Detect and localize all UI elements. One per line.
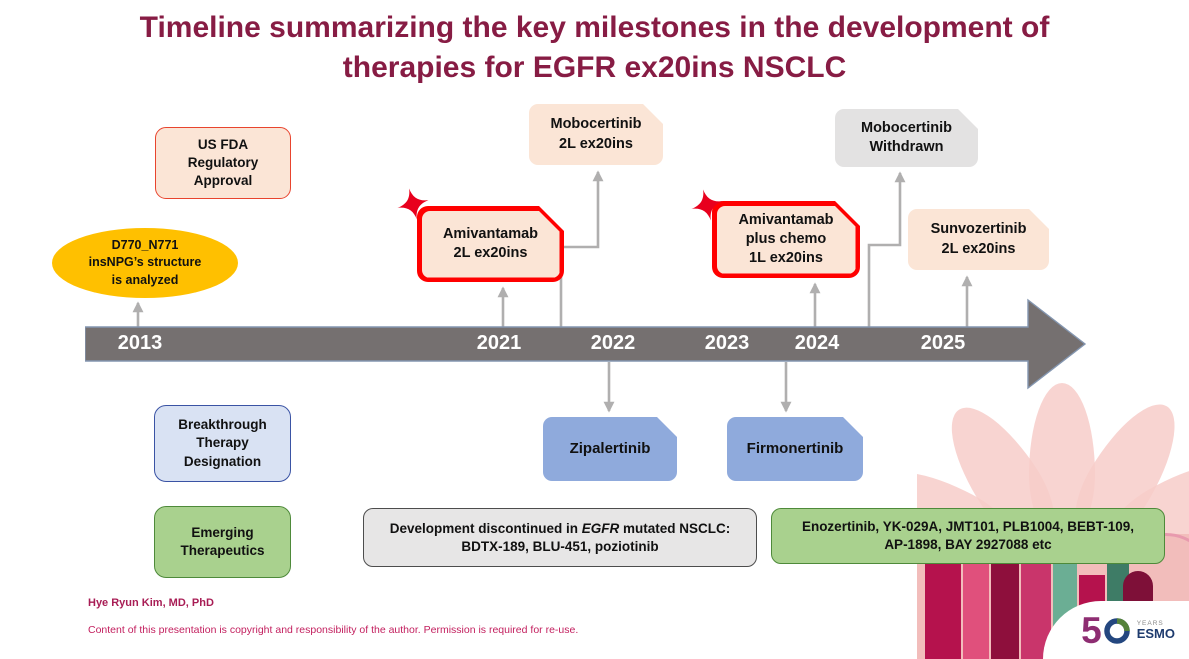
legend-emerging-therapeutics: Emerging Therapeutics [154,506,291,578]
note-discontinued-prefix: Development discontinued in [389,520,582,536]
legend-breakthrough-therapy: Breakthrough Therapy Designation [154,405,291,482]
note-discontinued-gene: EGFR [581,520,620,536]
timeline-arrow [85,298,1087,390]
author-credit: Hye Ryun Kim, MD, PhD [88,597,214,609]
title-line-1: Timeline summarizing the key milestones … [139,11,1050,44]
event-mobocertinib-withdrawn: Mobocertinib Withdrawn [835,109,978,167]
note-discontinued-line2: BDTX-189, BLU-451, poziotinib [461,538,659,554]
event-sunvozertinib: Sunvozertinib 2L ex20ins [908,209,1049,270]
skyline-building [963,555,989,659]
slide-title: Timeline summarizing the key milestones … [0,8,1189,88]
timeline-year-2025: 2025 [920,332,966,354]
event-firmonertinib: Firmonertinib [727,417,863,481]
logo-card: 5 YEARS ESMO [1043,601,1189,659]
timeline-year-2024: 2024 [794,332,840,354]
timeline-year-2013: 2013 [117,332,163,354]
title-line-2: therapies for EGFR ex20ins NSCLC [342,50,847,84]
logo-years-label: YEARS [1136,620,1164,627]
event-amivantamab-chemo-label: Amivantamab plus chemo 1L ex20ins [717,206,856,274]
timeline-year-2023: 2023 [704,332,750,354]
event-amivantamab-2l: Amivantamab 2L ex20ins [417,206,564,282]
note-development-discontinued: Development discontinued in EGFR mutated… [363,508,757,567]
event-mobocertinib-2l: Mobocertinib 2L ex20ins [529,104,663,165]
logo-esmo-label: ESMO [1136,626,1175,641]
note-discontinued-line1: Development discontinued in EGFR mutated… [390,520,731,538]
copyright-notice: Content of this presentation is copyrigh… [88,624,579,636]
logo-0-ring-icon [1103,618,1130,644]
event-structure-analyzed: D770_N771 insNPG’s structure is analyzed [52,228,238,298]
timeline-year-2022: 2022 [590,332,636,354]
legend-fda-approval: US FDA Regulatory Approval [155,127,291,199]
event-amivantamab-chemo: Amivantamab plus chemo 1L ex20ins [712,201,860,278]
skyline-dome-icon [1123,571,1153,601]
note-discontinued-suffix: mutated NSCLC: [619,520,731,536]
timeline-year-2021: 2021 [476,332,522,354]
esmo-50-logo: 5 YEARS ESMO [1081,612,1175,649]
sparkle-icon [397,188,429,220]
note-emerging-therapeutics-list: Enozertinib, YK-029A, JMT101, PLB1004, B… [771,508,1165,564]
logo-5-glyph: 5 [1081,609,1102,651]
event-zipalertinib: Zipalertinib [543,417,677,481]
sparkle-icon [691,189,723,221]
event-amivantamab-2l-label: Amivantamab 2L ex20ins [422,211,560,278]
